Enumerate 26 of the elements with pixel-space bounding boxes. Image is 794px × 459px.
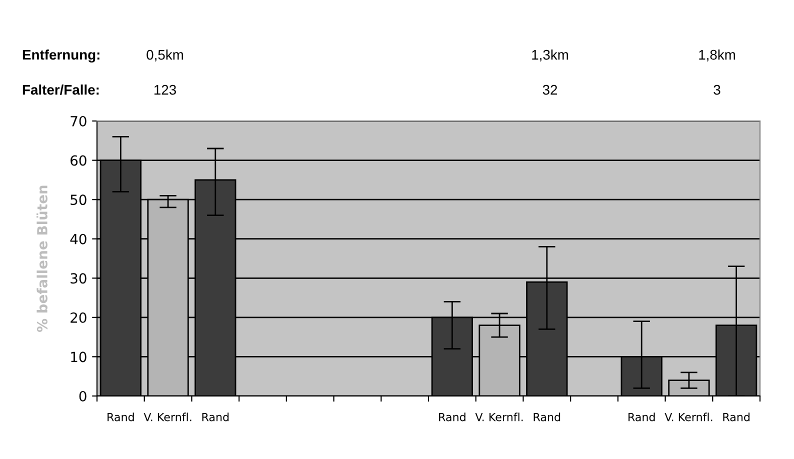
text: 123 [154, 84, 176, 95]
text: Entfernung: [22, 49, 100, 63]
y-tick-label: 40 [70, 234, 86, 244]
x-tick-label: Rand [439, 412, 466, 422]
x-tick-label: Rand [534, 412, 560, 422]
x-tick-label: Rand [108, 412, 134, 422]
y-tick-label: 20 [70, 312, 86, 323]
x-tick-label: V. Kernfl. [144, 412, 192, 422]
x-tick-label: Rand [723, 412, 750, 422]
x-tick-label: Rand [628, 412, 655, 422]
text: 1,3km [532, 50, 568, 62]
text: Falter/Falle: [22, 84, 99, 95]
y-tick-label: 60 [70, 155, 86, 166]
y-tick-label: 50 [70, 194, 86, 206]
y-tick-label: 0 [79, 390, 86, 402]
text: 32 [542, 84, 558, 95]
x-tick-label: Rand [202, 412, 229, 422]
x-tick-label: V. Kernfl. [664, 412, 712, 422]
y-tick-label: 30 [70, 273, 86, 284]
y-tick-label: 10 [71, 352, 86, 362]
text: 1,8km [699, 50, 735, 62]
text: 0,5km [146, 50, 183, 62]
y-tick-label: 70 [70, 116, 86, 126]
y-axis-title: % befallene Blüten [36, 186, 48, 332]
x-tick-label: V. Kernfl. [475, 412, 523, 422]
text: 3 [714, 84, 720, 95]
